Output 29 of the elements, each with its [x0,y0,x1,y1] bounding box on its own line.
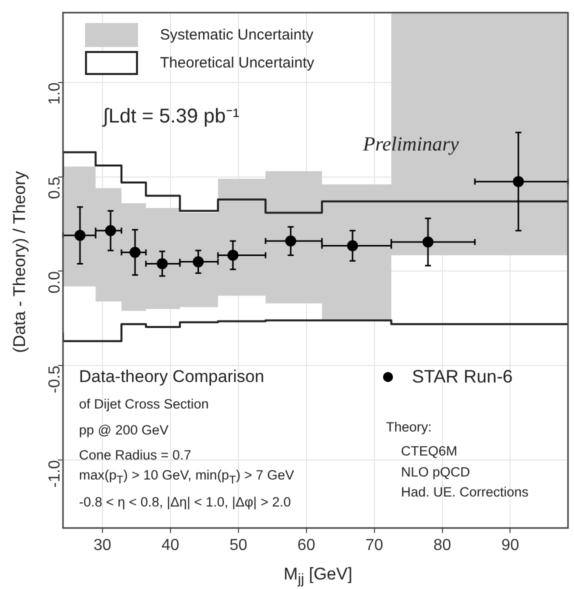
x-tick-label: 50 [229,537,248,554]
legend-label: Theoretical Uncertainty [160,54,314,72]
y-tick-label: 1.0 [46,82,64,105]
annotation: Preliminary [363,134,459,156]
annotation: -0.8 < η < 0.8, |Δη| < 1.0, |Δφ| > 2.0 [79,494,291,510]
annotation: NLO pQCD [401,464,470,480]
annotation: max(p$_{T}$) > 10 GeV, min(p$_{T}$) > 7 GeV [79,468,294,486]
annotation: pp @ 200 GeV [79,422,169,438]
x-tick-label: 40 [161,537,180,554]
x-axis-title: M$_{jj}$ [GeV] [284,564,352,588]
x-tick-label: 80 [433,537,452,554]
x-tick-label: 60 [297,537,316,554]
x-tick-label: 90 [501,537,520,554]
legend-label: STAR Run-6 [412,366,513,388]
annotation: Theory: [386,420,432,434]
y-tick-label: -1.0 [46,460,64,488]
annotation: Cone Radius = 0.7 [79,448,192,462]
annotation: Data-theory Comparison [79,367,264,387]
x-tick-label: 70 [365,537,384,554]
annotation: ∫Ldt = 5.39 pb⁻¹ [103,104,240,128]
y-axis-title: (Data - Theory) / Theory [10,171,30,353]
y-tick-label: 0.5 [46,176,64,200]
annotation: Had. UE. Corrections [401,484,529,500]
annotation: CTEQ6M [401,444,458,458]
x-tick-label: 30 [94,537,112,554]
y-tick-label: 0.0 [46,271,64,294]
y-tick-label: -0.5 [46,366,64,394]
annotation: of Dijet Cross Section [79,396,209,412]
legend-label: Systematic Uncertainty [160,26,314,44]
